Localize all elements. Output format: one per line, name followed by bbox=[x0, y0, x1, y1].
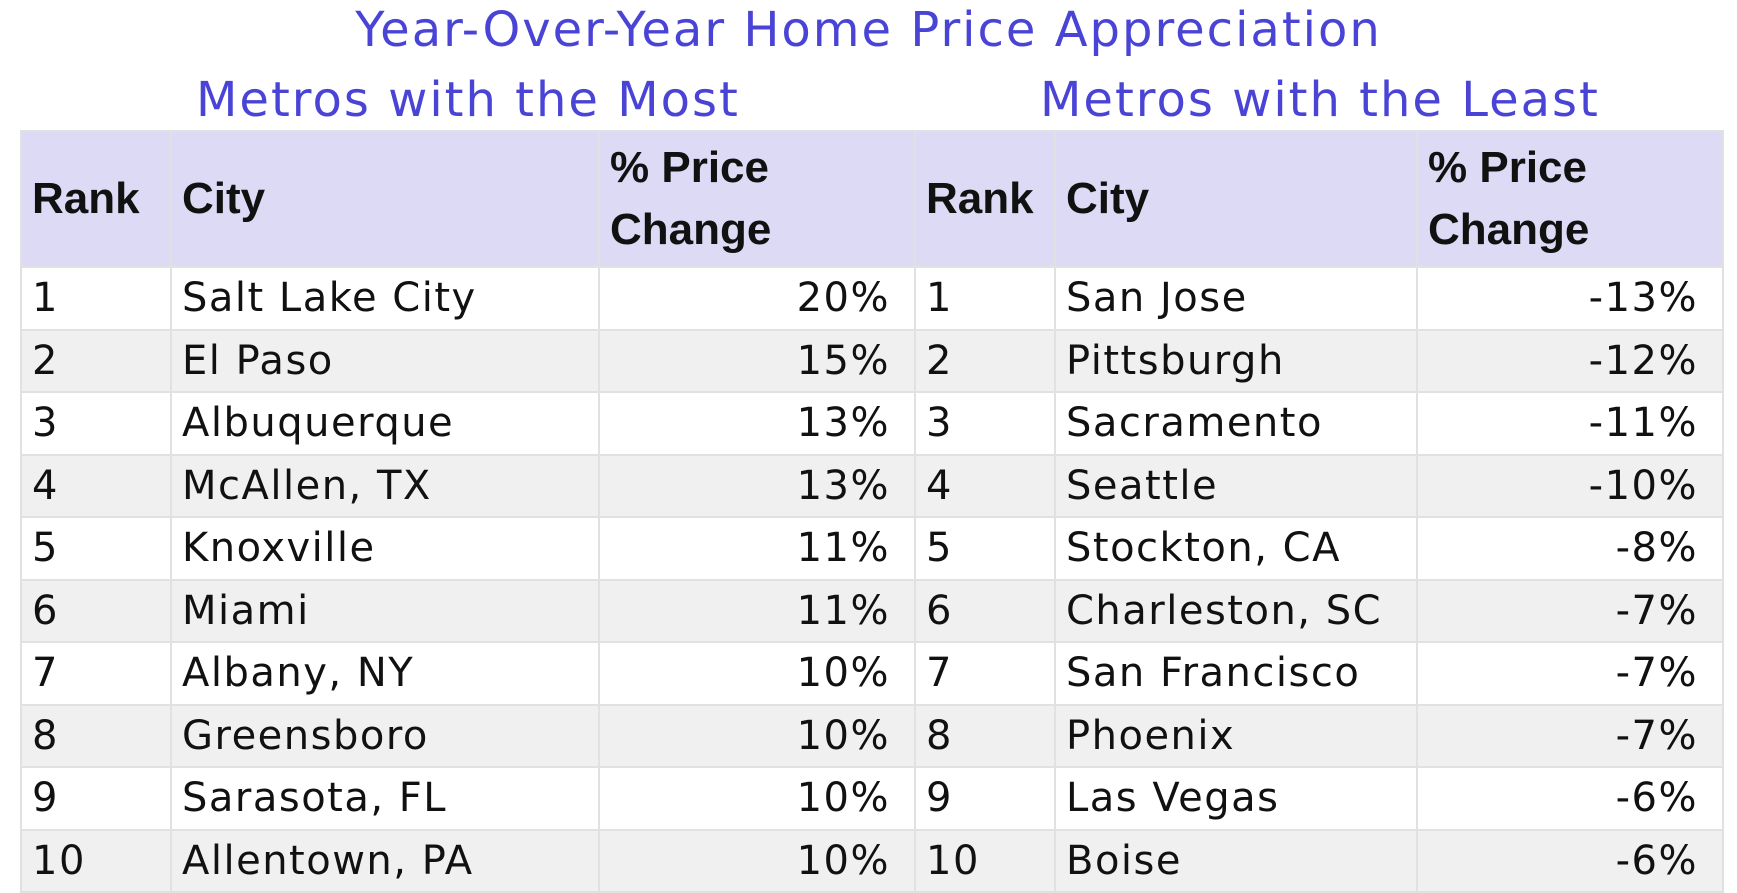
rank-least-cell: 2 bbox=[914, 328, 1056, 393]
subtitle-most: Metros with the Most bbox=[196, 72, 740, 128]
rank-least-cell: 7 bbox=[914, 641, 1056, 706]
pct-most-cell: 15% bbox=[598, 328, 916, 393]
header-city-least: City bbox=[1054, 130, 1418, 268]
pct-least-cell: -12% bbox=[1416, 328, 1724, 393]
pct-most-cell: 11% bbox=[598, 516, 916, 581]
rank-least-cell: 8 bbox=[914, 703, 1056, 768]
rank-most-cell: 1 bbox=[20, 266, 172, 331]
rank-least-cell: 4 bbox=[914, 453, 1056, 518]
city-least-cell: Phoenix bbox=[1054, 703, 1418, 768]
city-most-cell: Miami bbox=[170, 578, 600, 643]
subtitle-least: Metros with the Least bbox=[1040, 72, 1600, 128]
pct-most-cell: 10% bbox=[598, 828, 916, 893]
rank-most-cell: 10 bbox=[20, 828, 172, 893]
rank-least-cell: 1 bbox=[914, 266, 1056, 331]
rank-most-cell: 3 bbox=[20, 391, 172, 456]
city-most-cell: Allentown, PA bbox=[170, 828, 600, 893]
table-row: 3 Albuquerque 13% 3 Sacramento -11% bbox=[20, 391, 1724, 456]
table-row: 2 El Paso 15% 2 Pittsburgh -12% bbox=[20, 328, 1724, 393]
rank-least-cell: 5 bbox=[914, 516, 1056, 581]
pct-least-cell: -13% bbox=[1416, 266, 1724, 331]
table-row: 5 Knoxville 11% 5 Stockton, CA -8% bbox=[20, 516, 1724, 581]
header-city-most: City bbox=[170, 130, 600, 268]
pct-most-cell: 10% bbox=[598, 766, 916, 831]
page-title: Year-Over-Year Home Price Appreciation bbox=[355, 2, 1382, 58]
rank-most-cell: 9 bbox=[20, 766, 172, 831]
price-table: Rank City % Price Change Rank City % Pric… bbox=[20, 130, 1724, 893]
pct-least-cell: -7% bbox=[1416, 578, 1724, 643]
city-most-cell: McAllen, TX bbox=[170, 453, 600, 518]
city-least-cell: Charleston, SC bbox=[1054, 578, 1418, 643]
city-least-cell: Pittsburgh bbox=[1054, 328, 1418, 393]
pct-least-cell: -6% bbox=[1416, 828, 1724, 893]
pct-least-cell: -7% bbox=[1416, 703, 1724, 768]
city-least-cell: San Francisco bbox=[1054, 641, 1418, 706]
rank-most-cell: 6 bbox=[20, 578, 172, 643]
city-least-cell: Stockton, CA bbox=[1054, 516, 1418, 581]
rank-most-cell: 8 bbox=[20, 703, 172, 768]
pct-least-cell: -8% bbox=[1416, 516, 1724, 581]
table-row: 10 Allentown, PA 10% 10 Boise -6% bbox=[20, 828, 1724, 893]
city-most-cell: Greensboro bbox=[170, 703, 600, 768]
city-least-cell: Seattle bbox=[1054, 453, 1418, 518]
city-most-cell: Salt Lake City bbox=[170, 266, 600, 331]
rank-least-cell: 9 bbox=[914, 766, 1056, 831]
rank-most-cell: 2 bbox=[20, 328, 172, 393]
header-pct-least: % Price Change bbox=[1416, 130, 1724, 268]
pct-most-cell: 10% bbox=[598, 703, 916, 768]
city-most-cell: Albany, NY bbox=[170, 641, 600, 706]
table-row: 9 Sarasota, FL 10% 9 Las Vegas -6% bbox=[20, 766, 1724, 831]
table-row: 6 Miami 11% 6 Charleston, SC -7% bbox=[20, 578, 1724, 643]
pct-least-cell: -10% bbox=[1416, 453, 1724, 518]
pct-least-cell: -6% bbox=[1416, 766, 1724, 831]
rank-most-cell: 5 bbox=[20, 516, 172, 581]
rank-least-cell: 3 bbox=[914, 391, 1056, 456]
pct-most-cell: 13% bbox=[598, 391, 916, 456]
city-most-cell: Sarasota, FL bbox=[170, 766, 600, 831]
city-most-cell: Albuquerque bbox=[170, 391, 600, 456]
table-row: 8 Greensboro 10% 8 Phoenix -7% bbox=[20, 703, 1724, 768]
rank-most-cell: 4 bbox=[20, 453, 172, 518]
price-table-wrapper: Rank City % Price Change Rank City % Pric… bbox=[20, 130, 1724, 893]
header-pct-most: % Price Change bbox=[598, 130, 916, 268]
table-row: 1 Salt Lake City 20% 1 San Jose -13% bbox=[20, 266, 1724, 331]
pct-least-cell: -11% bbox=[1416, 391, 1724, 456]
pct-most-cell: 10% bbox=[598, 641, 916, 706]
city-most-cell: Knoxville bbox=[170, 516, 600, 581]
city-least-cell: Boise bbox=[1054, 828, 1418, 893]
city-least-cell: Sacramento bbox=[1054, 391, 1418, 456]
table-row: 4 McAllen, TX 13% 4 Seattle -10% bbox=[20, 453, 1724, 518]
header-row: Rank City % Price Change Rank City % Pric… bbox=[20, 130, 1724, 268]
city-most-cell: El Paso bbox=[170, 328, 600, 393]
city-least-cell: Las Vegas bbox=[1054, 766, 1418, 831]
table-body: 1 Salt Lake City 20% 1 San Jose -13% 2 El Paso 1… bbox=[20, 266, 1724, 893]
rank-most-cell: 7 bbox=[20, 641, 172, 706]
header-rank-least: Rank bbox=[914, 130, 1056, 268]
pct-most-cell: 11% bbox=[598, 578, 916, 643]
pct-most-cell: 20% bbox=[598, 266, 916, 331]
table-row: 7 Albany, NY 10% 7 San Francisco -7% bbox=[20, 641, 1724, 706]
rank-least-cell: 6 bbox=[914, 578, 1056, 643]
rank-least-cell: 10 bbox=[914, 828, 1056, 893]
pct-least-cell: -7% bbox=[1416, 641, 1724, 706]
city-least-cell: San Jose bbox=[1054, 266, 1418, 331]
header-rank-most: Rank bbox=[20, 130, 172, 268]
pct-most-cell: 13% bbox=[598, 453, 916, 518]
